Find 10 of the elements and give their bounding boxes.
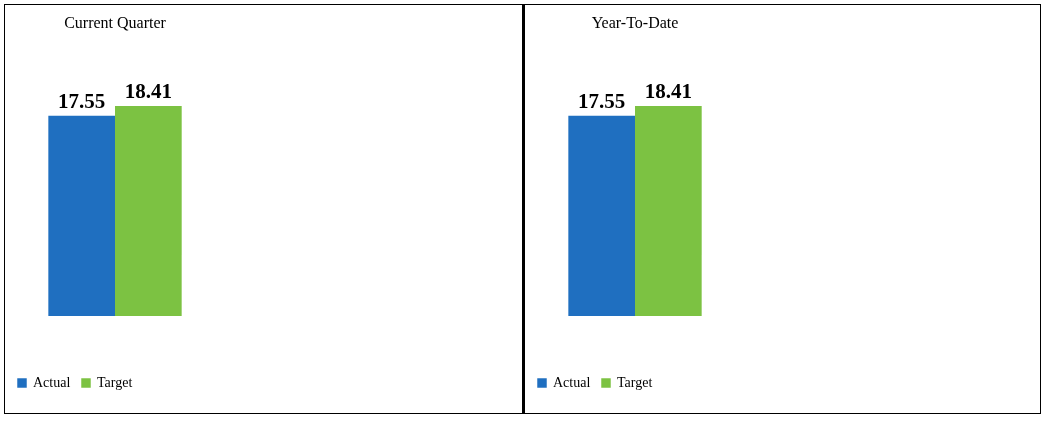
legend-label: Actual xyxy=(552,375,590,390)
data-label: 17.55 xyxy=(577,88,625,113)
data-label: 17.55 xyxy=(58,88,106,113)
chart-title: Current Quarter xyxy=(64,14,167,31)
data-label: 18.41 xyxy=(124,79,172,103)
data-label: 18.41 xyxy=(644,79,692,103)
legend-label: Target xyxy=(97,375,133,390)
legend-label: Actual xyxy=(33,375,71,390)
legend-label: Target xyxy=(616,375,652,390)
chart-title: Year-To-Date xyxy=(591,14,678,31)
